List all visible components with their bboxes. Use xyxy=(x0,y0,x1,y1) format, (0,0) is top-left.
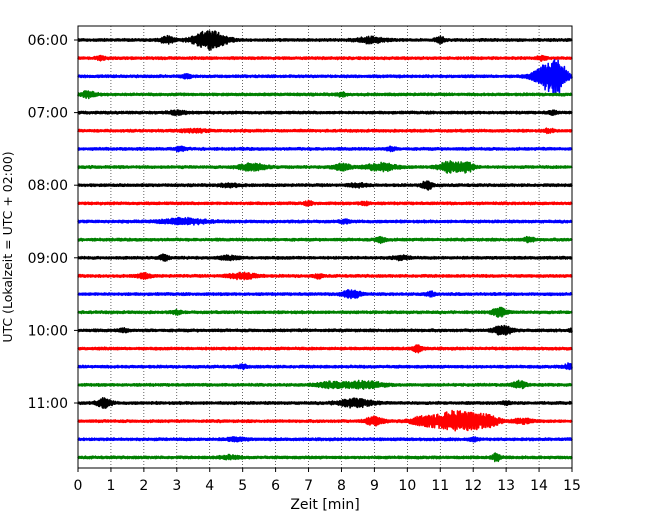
trace-1145 xyxy=(77,452,573,463)
trace-0900 xyxy=(77,253,573,262)
y-tick-label: 07:00 xyxy=(28,106,68,122)
trace-1015 xyxy=(77,344,573,354)
y-tick-label: 08:00 xyxy=(28,178,68,194)
trace-0730 xyxy=(77,145,573,153)
x-tick-label: 3 xyxy=(172,478,181,494)
trace-0915 xyxy=(77,271,573,281)
trace-0815 xyxy=(77,199,573,207)
y-tick-label: 06:00 xyxy=(28,33,68,49)
y-axis-ticks: 06:00 07:00 08:00 09:00 10:00 11:00 xyxy=(28,33,78,412)
trace-1100 xyxy=(77,397,573,409)
trace-0615 xyxy=(77,54,573,62)
trace-1000 xyxy=(77,324,573,336)
x-tick-label: 6 xyxy=(271,478,280,494)
trace-1115 xyxy=(77,409,573,432)
trace-1045 xyxy=(77,379,573,390)
trace-0945 xyxy=(77,306,573,318)
plot-frame xyxy=(77,25,573,469)
y-axis-label: UTC (Lokalzeit = UTC + 02:00) xyxy=(0,151,15,342)
trace-0800 xyxy=(77,180,573,191)
y-tick-label: 10:00 xyxy=(28,323,68,339)
x-tick-label: 9 xyxy=(370,478,379,494)
x-tick-label: 8 xyxy=(337,478,346,494)
x-axis-label: Zeit [min] xyxy=(290,497,359,513)
trace-1030 xyxy=(77,362,573,371)
x-tick-label: 0 xyxy=(74,478,83,494)
x-axis-ticks: 0 1 2 3 4 5 6 7 8 9 10 11 12 13 14 15 xyxy=(74,468,581,494)
y-tick-label: 11:00 xyxy=(28,396,68,412)
trace-0930 xyxy=(77,289,573,300)
trace-1130 xyxy=(77,436,573,443)
seismic-traces xyxy=(77,30,573,463)
x-tick-label: 12 xyxy=(464,478,482,494)
trace-0715 xyxy=(77,127,573,135)
trace-0700 xyxy=(77,109,573,117)
x-tick-label: 1 xyxy=(106,478,115,494)
x-tick-label: 10 xyxy=(398,478,416,494)
trace-0830 xyxy=(77,216,573,226)
trace-0845 xyxy=(77,235,573,245)
x-tick-label: 15 xyxy=(563,478,581,494)
x-tick-label: 5 xyxy=(238,478,247,494)
x-tick-label: 4 xyxy=(205,478,214,494)
x-tick-label: 14 xyxy=(530,478,548,494)
y-tick-label: 09:00 xyxy=(28,251,68,267)
trace-0745 xyxy=(77,160,573,174)
trace-0630 xyxy=(77,59,573,95)
x-tick-label: 7 xyxy=(304,478,313,494)
x-tick-label: 11 xyxy=(431,478,449,494)
x-tick-label: 13 xyxy=(497,478,515,494)
x-tick-label: 2 xyxy=(139,478,148,494)
trace-0645 xyxy=(77,90,573,100)
trace-0600 xyxy=(77,30,573,51)
